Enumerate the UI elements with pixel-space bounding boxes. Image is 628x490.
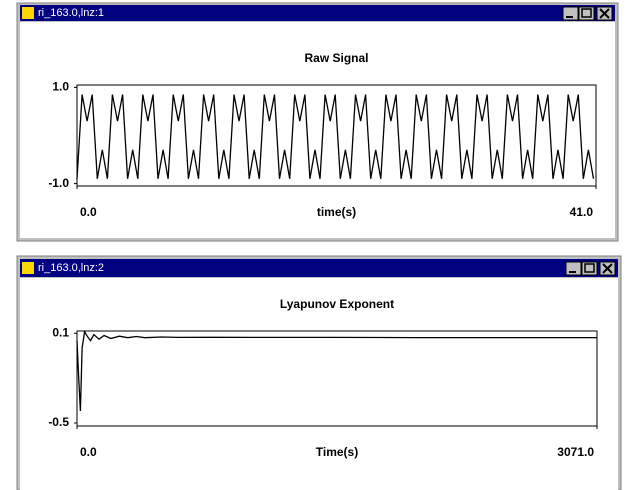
minimize-button[interactable]	[562, 6, 579, 21]
window-title: ri_163.0,lnz:1	[38, 7, 104, 19]
title-bar	[20, 5, 615, 21]
chart-title: Lyapunov Exponent	[280, 297, 394, 311]
plot-area	[76, 330, 598, 427]
signal-line	[76, 94, 595, 179]
x-tick-label: 3071.0	[557, 445, 594, 459]
title-bar	[20, 259, 618, 277]
y-tick-label: -1.0	[48, 176, 69, 190]
chart-title: Raw Signal	[304, 51, 368, 65]
window-icon	[22, 262, 34, 274]
window-buttons[interactable]	[565, 261, 616, 276]
y-tick-label: 0.1	[52, 325, 69, 339]
signal-line	[76, 329, 597, 412]
plot-area	[76, 84, 597, 187]
window-buttons[interactable]	[562, 6, 613, 21]
x-tick-label: 0.0	[80, 205, 97, 219]
x-tick-label: 0.0	[80, 445, 97, 459]
window-icon	[22, 7, 34, 19]
y-tick-label: -0.5	[48, 415, 69, 429]
y-tick-label: 1.0	[52, 80, 69, 94]
minimize-button[interactable]	[565, 261, 582, 276]
x-axis-label: Time(s)	[316, 445, 358, 459]
x-tick-label: 41.0	[570, 205, 594, 219]
x-axis-label: time(s)	[317, 205, 356, 219]
window-title: ri_163.0,lnz:2	[38, 262, 104, 274]
